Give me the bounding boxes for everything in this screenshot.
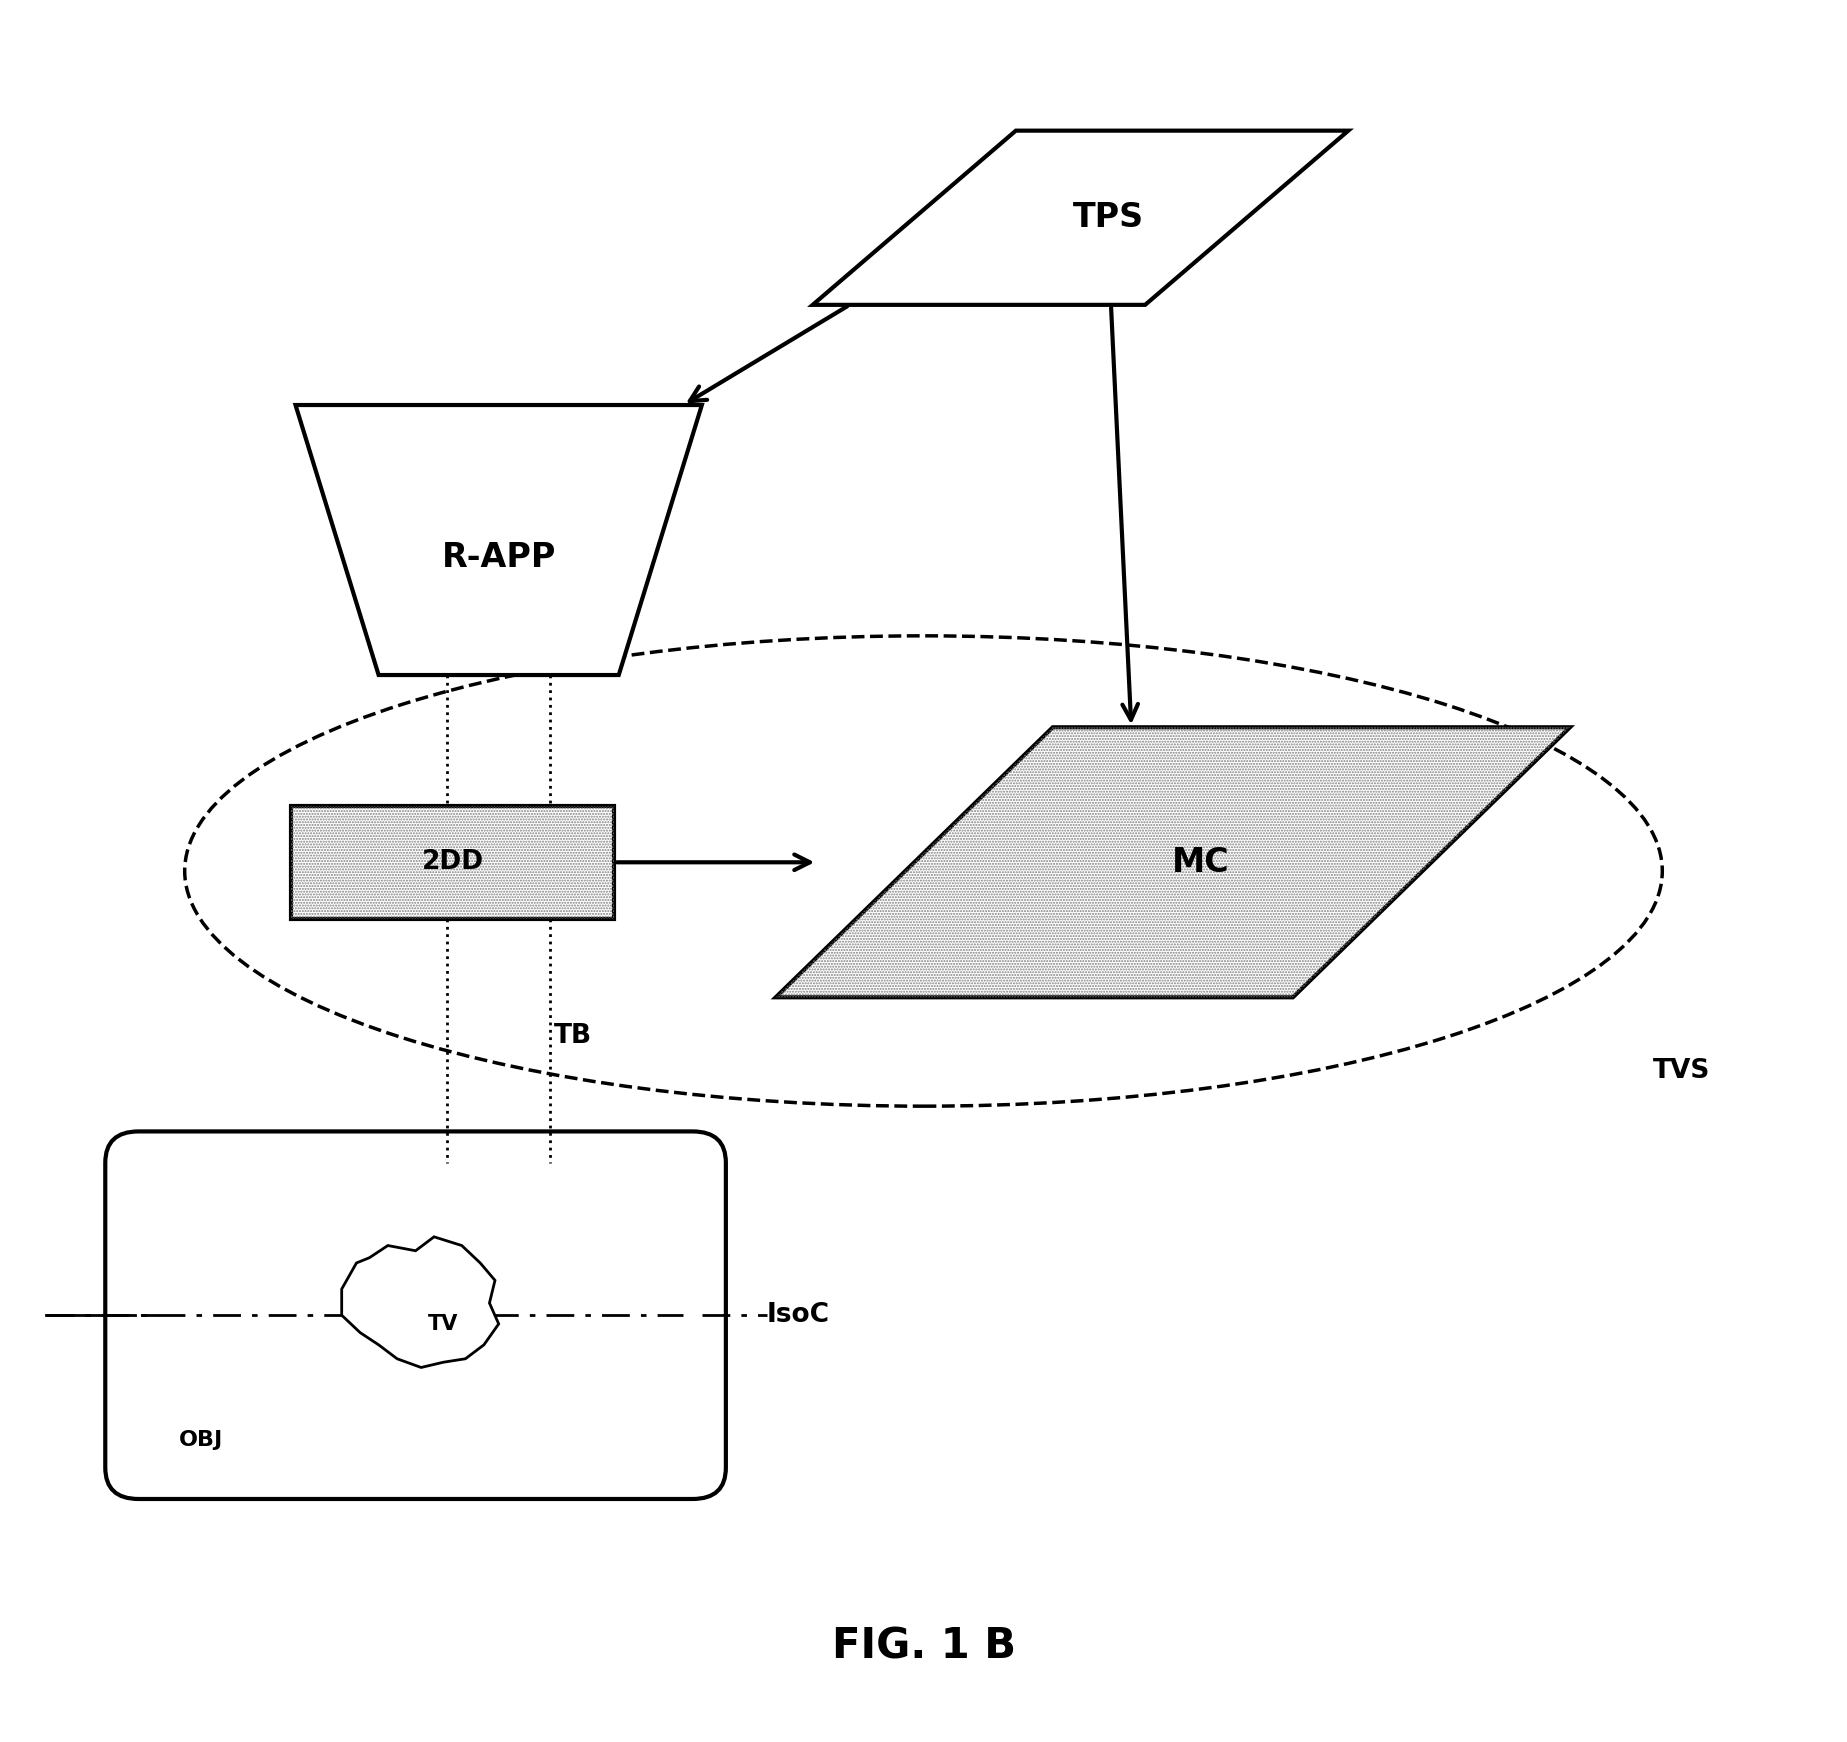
- Polygon shape: [342, 1237, 499, 1367]
- Text: 2DD: 2DD: [421, 850, 484, 874]
- Text: TVS: TVS: [1653, 1059, 1710, 1084]
- FancyBboxPatch shape: [105, 1132, 726, 1498]
- Text: TPS: TPS: [1073, 202, 1143, 233]
- Text: OBJ: OBJ: [179, 1430, 223, 1449]
- Text: TB: TB: [554, 1024, 593, 1049]
- FancyBboxPatch shape: [292, 805, 613, 920]
- Text: TV: TV: [429, 1313, 458, 1334]
- Polygon shape: [776, 728, 1570, 996]
- Text: IsoC: IsoC: [767, 1303, 829, 1327]
- Polygon shape: [296, 406, 702, 676]
- Text: MC: MC: [1171, 847, 1230, 878]
- Text: R-APP: R-APP: [441, 542, 556, 573]
- Text: FIG. 1 B: FIG. 1 B: [831, 1625, 1016, 1667]
- Polygon shape: [813, 131, 1348, 305]
